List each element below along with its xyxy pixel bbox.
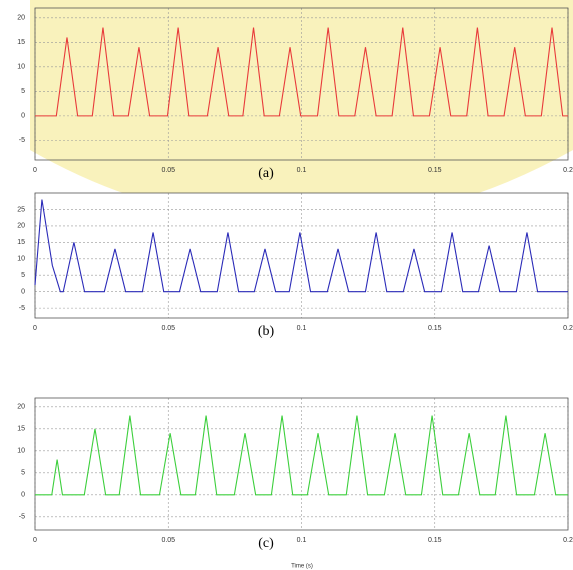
x-tick-label: 0.1 [297, 167, 307, 174]
y-tick-label: 25 [17, 206, 25, 213]
caption: (c) [258, 536, 274, 551]
plot-area [35, 193, 568, 318]
y-tick-label: 5 [21, 470, 25, 477]
y-tick-label: -5 [19, 137, 25, 144]
y-tick-label: 10 [17, 64, 25, 71]
y-tick-label: 20 [17, 223, 25, 230]
y-tick-label: -5 [19, 514, 25, 521]
y-tick-label: 15 [17, 426, 25, 433]
caption: (a) [258, 166, 274, 181]
y-tick-label: -5 [19, 305, 25, 312]
x-tick-label: 0 [33, 537, 37, 544]
data-line [35, 415, 568, 496]
y-tick-label: 5 [21, 272, 25, 279]
y-tick-label: 0 [21, 289, 25, 296]
plot-frame [34, 7, 569, 161]
x-tick-label: 0.05 [161, 167, 175, 174]
y-tick-label: 15 [17, 239, 25, 246]
data-line [35, 27, 568, 117]
x-tick-label: 0.15 [428, 537, 442, 544]
y-tick-label: 10 [17, 448, 25, 455]
x-tick-label: 0.05 [161, 537, 175, 544]
x-tick-label: 0 [33, 167, 37, 174]
x-tick-label: 0.1 [297, 325, 307, 332]
y-tick-label: 15 [17, 39, 25, 46]
y-tick-label: 5 [21, 88, 25, 95]
plot-frame [34, 192, 569, 319]
x-tick-label: 0 [33, 325, 37, 332]
data-line [34, 199, 568, 293]
y-tick-label: 20 [17, 404, 25, 411]
y-tick-label: 10 [17, 256, 25, 263]
plot-frame [34, 397, 569, 531]
caption: (b) [258, 324, 275, 339]
x-tick-label: 0.2 [563, 325, 573, 332]
x-axis-label: Time (s) [291, 564, 313, 570]
x-tick-label: 0.15 [428, 167, 442, 174]
y-tick-label: 20 [17, 15, 25, 22]
x-tick-label: 0.1 [297, 537, 307, 544]
x-tick-label: 0.15 [428, 325, 442, 332]
y-tick-label: 0 [21, 492, 25, 499]
y-tick-label: 0 [21, 113, 25, 120]
x-tick-label: 0.05 [161, 325, 175, 332]
x-tick-label: 0.2 [563, 537, 573, 544]
x-tick-label: 0.2 [563, 167, 573, 174]
